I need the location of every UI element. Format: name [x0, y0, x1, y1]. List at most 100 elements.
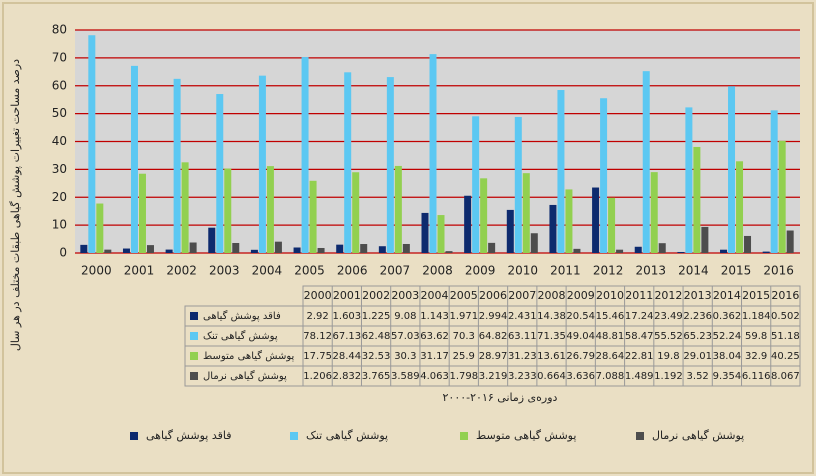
- bar: [344, 72, 352, 254]
- table-cell: 1.798: [449, 371, 478, 382]
- table-cell: 48.81: [596, 331, 625, 342]
- bar: [488, 242, 496, 253]
- bar: [522, 173, 530, 253]
- bar: [693, 146, 701, 253]
- table-header: 2006: [479, 289, 507, 302]
- table-cell: 2.236: [683, 311, 712, 322]
- y-tick-label: 60: [52, 78, 67, 92]
- bar: [701, 226, 709, 253]
- bar: [658, 243, 666, 253]
- x-tick-label: 2013: [635, 264, 666, 278]
- table-cell: 40.25: [771, 351, 800, 362]
- bar: [557, 90, 565, 253]
- bar: [472, 116, 480, 254]
- x-tick-label: 2015: [721, 264, 752, 278]
- table-cell: 78.12: [303, 331, 332, 342]
- bar: [762, 251, 770, 253]
- table-legend-key: [190, 332, 198, 340]
- y-tick-label: 20: [52, 190, 67, 204]
- table-row-label: پوشش گیاهی نرمال: [203, 370, 287, 382]
- x-axis-title: دوره‌ی زمانی ۲۰۱۶-۲۰۰۰: [443, 391, 558, 404]
- legend-key: [460, 432, 468, 440]
- legend-label: پوشش گیاهی متوسط: [476, 429, 576, 442]
- table-cell: 51.18: [771, 331, 800, 342]
- x-tick-label: 2006: [337, 264, 368, 278]
- table-cell: 13.61: [537, 351, 566, 362]
- bar: [80, 244, 88, 253]
- bar: [720, 249, 728, 253]
- table-cell: 3.636: [566, 371, 595, 382]
- bar: [480, 178, 488, 253]
- table-header: 2014: [713, 289, 741, 302]
- bar: [216, 94, 224, 254]
- table-cell: 17.75: [303, 351, 332, 362]
- table-header: 2011: [625, 289, 653, 302]
- table-cell: 9.354: [713, 371, 742, 382]
- table-cell: 67.13: [333, 331, 362, 342]
- bar: [301, 57, 309, 253]
- bar: [565, 189, 573, 253]
- table-cell: 1.192: [654, 371, 683, 382]
- bar: [138, 173, 146, 253]
- table-header: 2016: [771, 289, 799, 302]
- table-header: 2013: [684, 289, 712, 302]
- table-cell: 2.92: [306, 311, 328, 322]
- y-tick-label: 50: [52, 106, 67, 120]
- bar: [208, 227, 216, 253]
- table-header: 2010: [596, 289, 624, 302]
- table-cell: 70.3: [453, 331, 475, 342]
- table-header: 2015: [742, 289, 770, 302]
- bar: [250, 249, 258, 253]
- table-cell: 2.832: [333, 371, 362, 382]
- bar: [88, 35, 96, 253]
- x-tick-label: 2004: [252, 264, 283, 278]
- x-tick-label: 2003: [209, 264, 240, 278]
- table-cell: 55.52: [654, 331, 683, 342]
- table-header: 2005: [450, 289, 478, 302]
- bar: [514, 116, 522, 253]
- table-cell: 52.24: [713, 331, 742, 342]
- table-legend-key: [190, 372, 198, 380]
- bar: [96, 203, 104, 253]
- bar: [642, 71, 650, 253]
- table-cell: 6.116: [742, 371, 771, 382]
- table-cell: 32.53: [362, 351, 391, 362]
- table-header: 2000: [304, 289, 332, 302]
- bar: [146, 245, 154, 253]
- table-row-label: فاقد پوشش گیاهی: [203, 310, 281, 322]
- table-row-label: پوشش گیاهی تنک: [203, 330, 278, 342]
- table-cell: 17.24: [625, 311, 654, 322]
- table-cell: 1.489: [625, 371, 654, 382]
- bar: [600, 98, 608, 253]
- table-legend-key: [190, 312, 198, 320]
- bar: [634, 246, 642, 253]
- table-cell: 31.17: [420, 351, 449, 362]
- bar: [573, 248, 581, 253]
- table-cell: 26.79: [566, 351, 595, 362]
- table-cell: 9.08: [394, 311, 416, 322]
- bar: [181, 162, 189, 253]
- table-cell: 71.35: [537, 331, 566, 342]
- table-cell: 59.8: [745, 331, 767, 342]
- bar: [360, 244, 368, 253]
- table-cell: 22.81: [625, 351, 654, 362]
- x-tick-label: 2005: [294, 264, 325, 278]
- table-cell: 57.03: [391, 331, 420, 342]
- table-cell: 19.8: [657, 351, 679, 362]
- legend-label: فاقد پوشش گیاهی: [146, 429, 232, 442]
- table-cell: 1.225: [362, 311, 391, 322]
- table-cell: 4.063: [420, 371, 449, 382]
- legend-label: پوشش گیاهی تنک: [306, 429, 388, 442]
- table-cell: 3.233: [508, 371, 537, 382]
- bar: [736, 161, 744, 253]
- bar: [232, 242, 240, 253]
- x-tick-label: 2012: [593, 264, 624, 278]
- bar: [122, 248, 130, 253]
- bar: [352, 172, 360, 253]
- table-cell: 32.9: [745, 351, 767, 362]
- bar: [402, 243, 410, 253]
- y-tick-label: 80: [52, 23, 67, 37]
- y-tick-label: 40: [52, 134, 67, 148]
- bar: [173, 78, 181, 253]
- table-cell: 14.38: [537, 311, 566, 322]
